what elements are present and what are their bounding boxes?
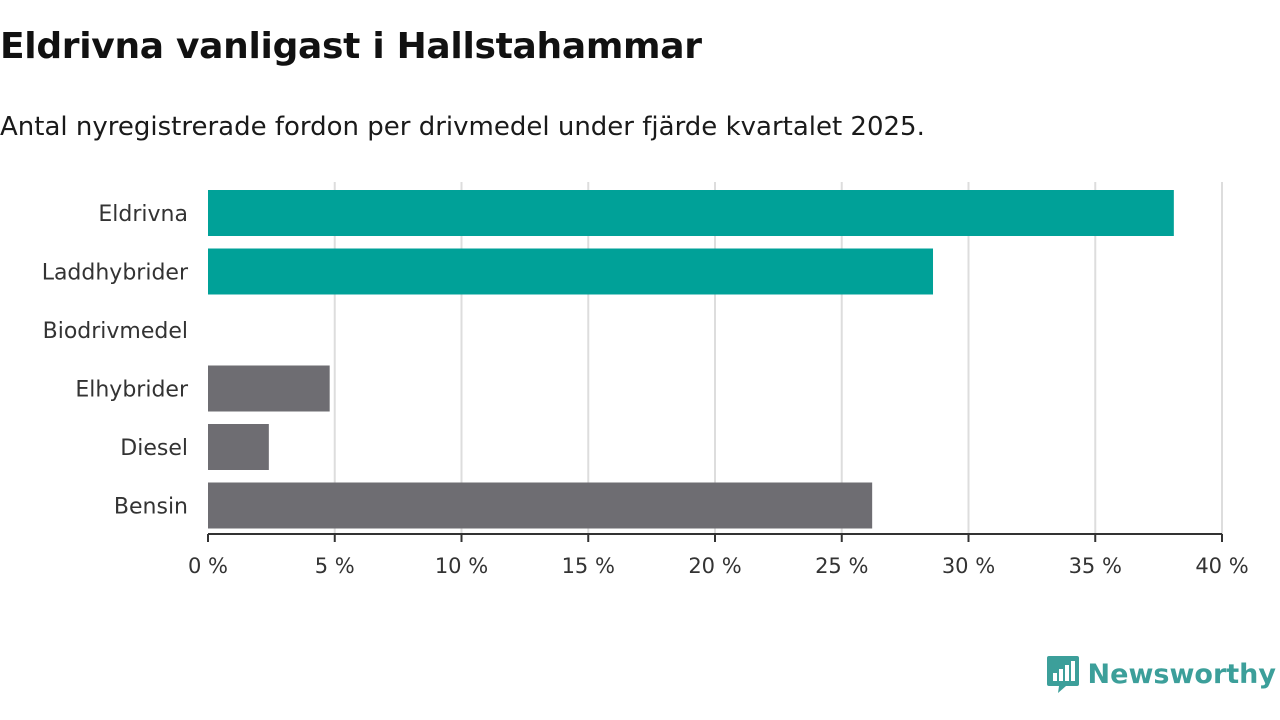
chart-subtitle: Antal nyregistrerade fordon per drivmede…	[0, 112, 925, 142]
bar-bensin	[208, 482, 873, 529]
category-label: Elhybrider	[75, 378, 189, 403]
category-labels: Eldrivna Laddhybrider Biodrivmedel Elhybrid…	[42, 202, 189, 520]
x-tick-label: 30 %	[942, 554, 995, 578]
brand-logo: Newsworthy	[1046, 654, 1276, 694]
x-tick-label: 20 %	[688, 554, 741, 578]
x-tick-label: 5 %	[315, 554, 355, 578]
bar-eldrivna	[208, 190, 1174, 236]
newsworthy-logo-icon	[1046, 656, 1079, 693]
chart-title: Eldrivna vanligast i Hallstahammar	[0, 26, 702, 67]
x-tick-label: 35 %	[1069, 554, 1122, 578]
category-label: Biodrivmedel	[43, 319, 188, 344]
x-tick-label: 40 %	[1195, 554, 1248, 578]
x-tick-label: 15 %	[562, 554, 615, 578]
brand-name: Newsworthy	[1087, 658, 1276, 690]
x-axis: 0 % 5 % 10 % 15 % 20 % 25 % 30 % 35 % 40 %	[188, 533, 1249, 578]
x-tick-label: 10 %	[435, 554, 488, 578]
bar-diesel	[208, 424, 269, 470]
category-label: Diesel	[120, 436, 188, 461]
bar-laddhybrider	[208, 248, 934, 295]
x-tick-label: 25 %	[815, 554, 868, 578]
bar-chart: Eldrivna Laddhybrider Biodrivmedel Elhybrid…	[42, 182, 1249, 578]
bars	[208, 190, 1174, 529]
category-label: Laddhybrider	[42, 261, 189, 286]
category-label: Eldrivna	[98, 202, 188, 227]
gridlines	[333, 182, 1223, 534]
x-tick-label: 0 %	[188, 554, 228, 578]
bar-elhybrider	[208, 365, 330, 412]
category-label: Bensin	[114, 495, 188, 520]
